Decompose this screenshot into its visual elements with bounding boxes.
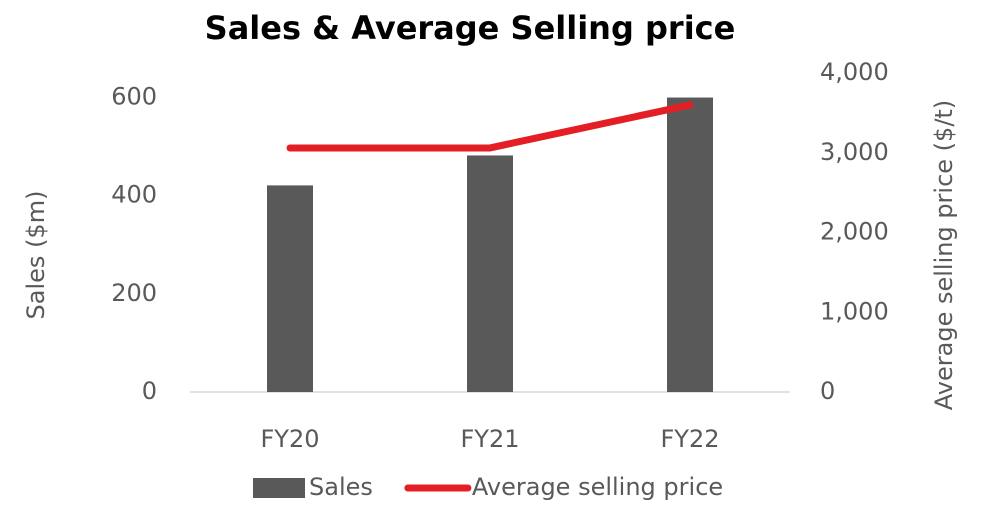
x-tick-label: FY20 (260, 425, 319, 453)
y-tick-label: 0 (142, 377, 157, 405)
y2-tick-label: 2,000 (820, 218, 889, 246)
legend-label: Sales (309, 473, 373, 501)
y-tick-label: 400 (111, 181, 157, 209)
y2-tick-label: 3,000 (820, 138, 889, 166)
x-tick-label: FY21 (460, 425, 519, 453)
legend-label: Average selling price (472, 473, 723, 501)
bar (667, 97, 713, 393)
y2-tick-label: 4,000 (820, 58, 889, 86)
y-tick-label: 600 (111, 83, 157, 111)
bar (267, 185, 313, 392)
y2-tick-label: 0 (820, 377, 835, 405)
y-tick-label: 200 (111, 279, 157, 307)
y2-axis-label: Average selling price ($/t) (930, 100, 958, 410)
y2-tick-label: 1,000 (820, 297, 889, 325)
chart-title: Sales & Average Selling price (205, 9, 736, 47)
x-tick-label: FY22 (660, 425, 719, 453)
y-axis-label: Sales ($m) (22, 191, 50, 320)
bar (467, 155, 513, 392)
legend-swatch (253, 478, 305, 498)
line-series (286, 101, 694, 152)
